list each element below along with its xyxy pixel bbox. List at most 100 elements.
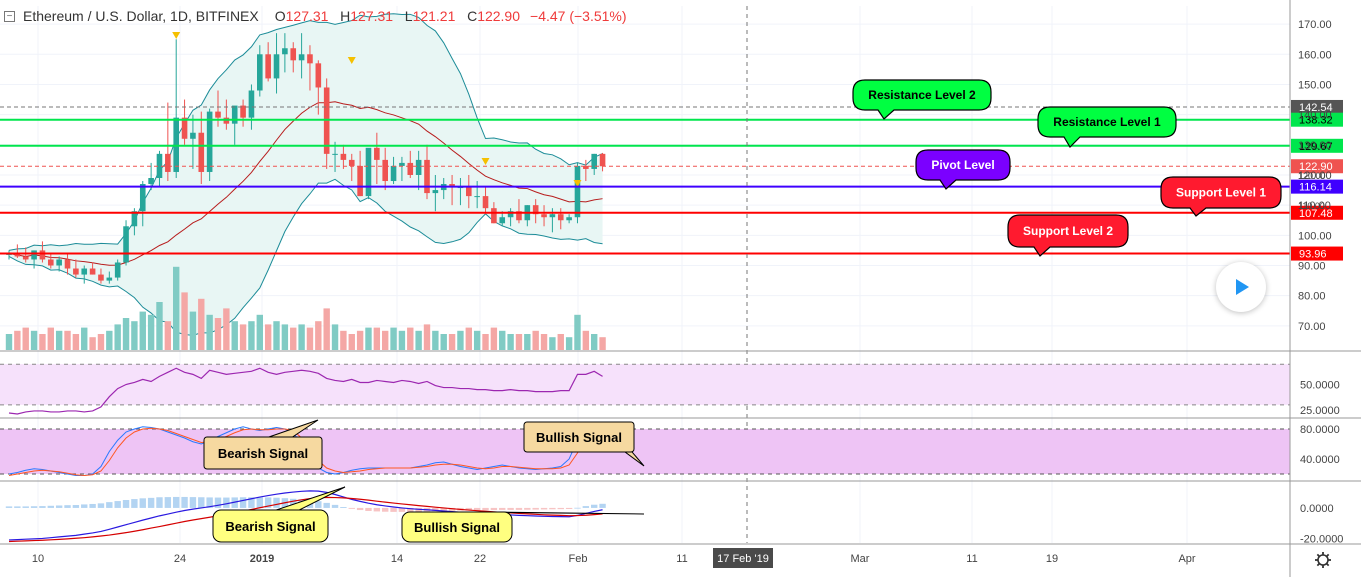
candle-body (48, 259, 54, 266)
volume-bar (407, 327, 414, 350)
candle (165, 102, 171, 182)
volume-bar (390, 327, 397, 350)
candle-body (583, 165, 589, 169)
callout-resistance-1-shape (1037, 106, 1177, 148)
price-tag-last (1291, 159, 1343, 174)
macd-histogram-bar (47, 505, 54, 508)
collapse-icon[interactable]: − (4, 10, 15, 22)
candle (332, 141, 338, 172)
time-cursor-text: 17 Feb '19 (717, 553, 769, 565)
candle (48, 253, 54, 269)
volume-bar (22, 327, 29, 350)
volume-bar (198, 298, 205, 350)
candle-body (482, 196, 489, 209)
callout-resistance-2-text: Resistance Level 2 (868, 88, 976, 102)
rsi-axis-tick: 50.0000 (1300, 380, 1340, 392)
macd-histogram-bar (290, 498, 297, 508)
price-axis-tick: 100.00 (1298, 230, 1332, 242)
macd-histogram-bar (574, 507, 581, 509)
candle (148, 162, 154, 191)
candle (482, 187, 489, 215)
price-tag-text-hline: 129.67 (1299, 141, 1333, 153)
candle (541, 205, 547, 227)
macd-histogram-bar (565, 507, 573, 509)
bullish-signal-stoch-box (523, 421, 635, 453)
candle-body (89, 268, 96, 275)
macd-histogram-bar (156, 497, 163, 508)
candle (557, 208, 564, 230)
macd-histogram-bar (131, 499, 138, 508)
bearish-signal-macd-box (212, 509, 329, 543)
candle (106, 271, 113, 284)
time-axis-tick: 19 (1046, 553, 1058, 565)
macd-histogram-bar (106, 502, 113, 508)
volume-bar (81, 327, 88, 350)
candle-body (231, 105, 238, 124)
macd-histogram-bar (214, 497, 222, 508)
price-tag-sup1 (1291, 205, 1343, 220)
candle-body (139, 184, 146, 212)
macd-histogram-bar (55, 505, 63, 508)
macd-histogram-bar (365, 507, 372, 511)
candle-body (190, 132, 196, 139)
time-axis-tick: 11 (676, 553, 687, 565)
macd-histogram-bar (373, 507, 381, 512)
bollinger-fill (9, 13, 603, 336)
candle-body (549, 214, 556, 218)
play-button[interactable] (1216, 262, 1266, 312)
candle (198, 111, 205, 185)
candle-body (290, 48, 297, 61)
moving-average (8, 101, 603, 266)
macd-histogram-bar (273, 497, 280, 508)
candle-body (415, 159, 422, 175)
candle-body (248, 90, 255, 118)
price-axis-tick: 120.00 (1298, 171, 1326, 181)
settings-gear-icon[interactable] (1315, 552, 1331, 568)
candle-body (390, 165, 397, 182)
volume-bar (373, 327, 381, 350)
candle (566, 214, 572, 224)
candle (365, 147, 372, 200)
candle-body (332, 153, 338, 155)
macd-histogram-bar (473, 507, 481, 511)
macd-histogram-bar (122, 499, 130, 508)
candle-body (474, 196, 480, 198)
volume-bar (164, 321, 172, 350)
macd-histogram-bar (14, 506, 21, 508)
volume-bar (14, 330, 21, 350)
candle (357, 150, 363, 197)
macd-histogram-bar (256, 497, 263, 508)
macd-histogram-bar (239, 497, 247, 508)
candle (315, 60, 322, 115)
callout-resistance-1: Resistance Level 1 (1037, 106, 1177, 148)
volume-bar (599, 337, 606, 350)
volume-bar (565, 337, 573, 350)
macd-histogram-bar (407, 507, 414, 512)
candle (466, 174, 472, 209)
candle-body (298, 54, 305, 61)
volume-bar (106, 330, 113, 350)
candle-body (599, 153, 606, 167)
time-axis-tick: 14 (391, 553, 403, 565)
candle (340, 144, 347, 169)
volume-bar (306, 327, 314, 350)
volume-bar (331, 324, 339, 350)
candle (399, 156, 405, 182)
volume-bar (348, 334, 355, 350)
time-axis-tick: 11 (966, 553, 977, 565)
volume-bar (340, 330, 347, 350)
time-axis-tick: 10 (32, 553, 44, 565)
macd-histogram-bar (223, 497, 230, 508)
candle-body (106, 277, 113, 281)
price-axis-tick: 130.00 (1298, 140, 1332, 152)
callout-support-2-shape (1007, 214, 1129, 257)
candle-body (56, 259, 62, 266)
volume-bar (181, 292, 188, 350)
volume-bar (356, 330, 364, 350)
callout-support-2-text: Support Level 2 (1023, 224, 1113, 238)
candle-body (557, 214, 564, 221)
volume-bar (532, 330, 539, 350)
candle (282, 33, 288, 73)
candle-body (532, 205, 539, 215)
